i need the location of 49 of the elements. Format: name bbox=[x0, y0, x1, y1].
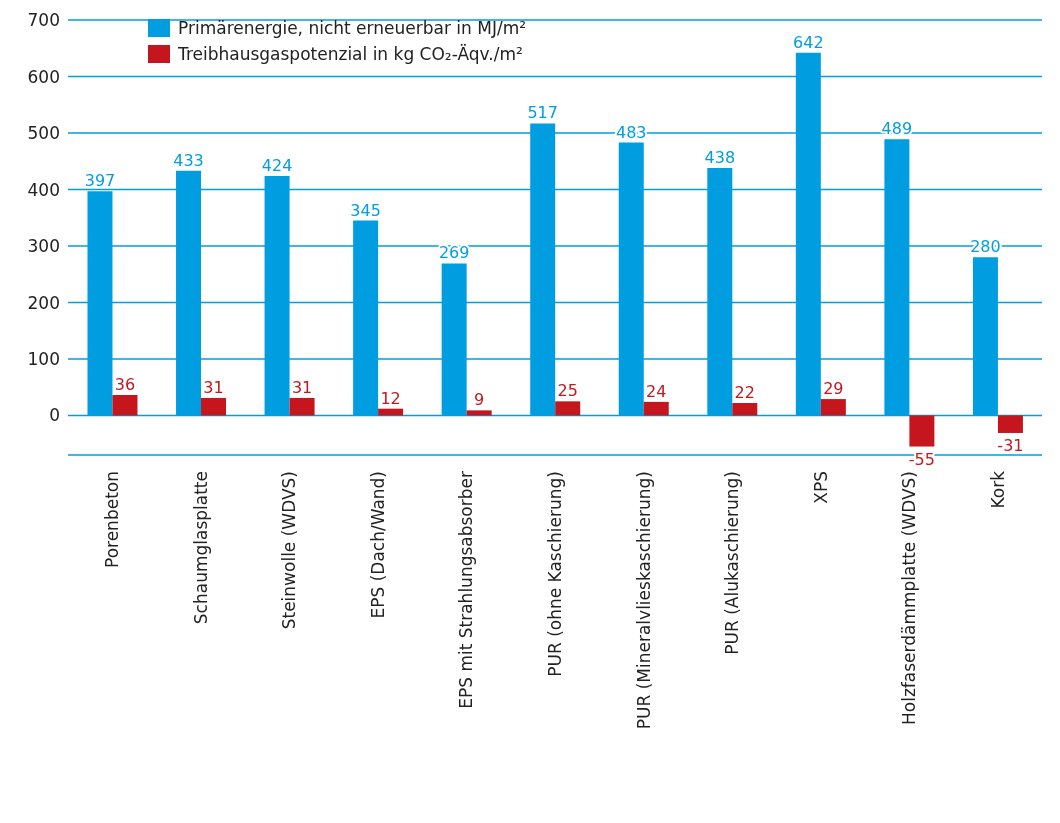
bar bbox=[555, 401, 581, 416]
x-tick-label: Holzfaserdämmplatte (WDVS) bbox=[899, 471, 920, 725]
data-label: 433 bbox=[173, 150, 204, 170]
bar bbox=[466, 410, 492, 416]
data-label: 9 bbox=[474, 390, 485, 410]
data-label: 397 bbox=[84, 171, 116, 191]
x-tick-label: Schaumglasplatte bbox=[190, 471, 211, 625]
x-tick-label: Steinwolle (WDVS) bbox=[279, 471, 300, 630]
y-tick-label: 400 bbox=[27, 179, 60, 200]
legend-label: Treibhausgaspotenzial in kg CO₂-Äqv./m² bbox=[178, 44, 523, 64]
x-tick-label: PUR (Alukaschierung) bbox=[722, 471, 743, 655]
x-tick-label: XPS bbox=[810, 471, 831, 504]
x-tick-label: Kork bbox=[987, 470, 1008, 509]
data-label: 36 bbox=[114, 375, 136, 395]
y-tick-label: 100 bbox=[27, 349, 60, 369]
x-tick-label: Porenbeton bbox=[102, 471, 123, 568]
data-label: 642 bbox=[793, 32, 824, 52]
x-tick-label: EPS (Dach/Wand) bbox=[367, 471, 388, 619]
data-label: 31 bbox=[291, 377, 313, 397]
data-label: -31 bbox=[997, 435, 1024, 455]
y-tick-label: 300 bbox=[27, 236, 60, 257]
bar bbox=[201, 397, 227, 416]
data-label: 345 bbox=[350, 200, 381, 220]
y-tick-label: 200 bbox=[27, 292, 60, 313]
data-label: 25 bbox=[557, 381, 578, 401]
data-label: 438 bbox=[704, 148, 736, 168]
data-label: 269 bbox=[438, 243, 470, 263]
data-label: 24 bbox=[646, 381, 667, 401]
bar bbox=[909, 415, 935, 447]
bar bbox=[643, 401, 669, 416]
data-label: 424 bbox=[261, 155, 293, 175]
data-label: 517 bbox=[527, 103, 558, 123]
x-tick-label: EPS mit Strahlungsabsorber bbox=[456, 470, 477, 709]
data-label: 22 bbox=[734, 383, 755, 403]
y-tick-label: 500 bbox=[27, 123, 60, 144]
bar bbox=[289, 397, 315, 416]
y-tick-label: 0 bbox=[49, 405, 60, 426]
bar bbox=[112, 395, 138, 416]
data-label: 29 bbox=[823, 379, 844, 399]
bar bbox=[997, 415, 1023, 433]
x-tick-label: PUR (ohne Kaschierung) bbox=[545, 471, 565, 677]
data-label: 12 bbox=[380, 388, 401, 408]
bar bbox=[732, 403, 758, 416]
y-tick-label: 700 bbox=[27, 10, 60, 31]
bar bbox=[820, 399, 846, 416]
data-label: 31 bbox=[203, 377, 224, 397]
y-tick-label: 600 bbox=[27, 66, 60, 87]
legend-label: Primärenergie, nicht erneuerbar in MJ/m² bbox=[178, 18, 527, 38]
x-tick-label: PUR (Mineralvlieskaschierung) bbox=[633, 471, 654, 730]
